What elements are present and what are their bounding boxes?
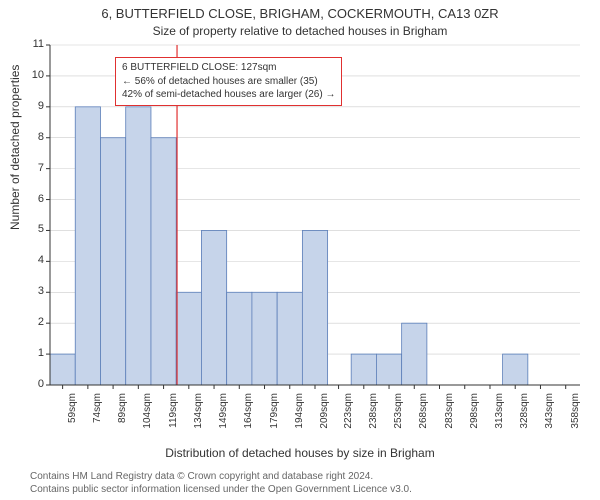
annotation-line2: ← 56% of detached houses are smaller (35… [122, 75, 335, 89]
x-tick-label: 253sqm [393, 393, 404, 437]
y-tick-label: 10 [24, 69, 44, 81]
x-tick-label: 343sqm [544, 393, 555, 437]
footer-attribution: Contains HM Land Registry data © Crown c… [30, 470, 412, 496]
x-tick-label: 179sqm [269, 393, 280, 437]
x-tick-label: 164sqm [243, 393, 254, 437]
plot-area: 6 BUTTERFIELD CLOSE: 127sqm ← 56% of det… [50, 45, 580, 385]
x-tick-label: 119sqm [168, 393, 179, 437]
x-tick-label: 298sqm [469, 393, 480, 437]
x-tick-label: 104sqm [142, 393, 153, 437]
y-tick-label: 11 [24, 38, 44, 50]
y-axis-label: Number of detached properties [8, 65, 22, 230]
x-axis-label: Distribution of detached houses by size … [0, 446, 600, 460]
y-tick-label: 0 [24, 378, 44, 390]
y-tick-label: 9 [24, 100, 44, 112]
x-tick-label: 313sqm [494, 393, 505, 437]
x-tick-label: 89sqm [117, 393, 128, 437]
annotation-box: 6 BUTTERFIELD CLOSE: 127sqm ← 56% of det… [115, 57, 342, 106]
chart-container: { "title_line1": "6, BUTTERFIELD CLOSE, … [0, 0, 600, 500]
x-tick-label: 134sqm [193, 393, 204, 437]
footer-line2: Contains public sector information licen… [30, 483, 412, 496]
y-tick-label: 5 [24, 223, 44, 235]
x-tick-label: 74sqm [92, 393, 103, 437]
y-tick-label: 3 [24, 285, 44, 297]
x-tick-label: 59sqm [67, 393, 78, 437]
annotation-line3: 42% of semi-detached houses are larger (… [122, 88, 335, 102]
y-tick-label: 6 [24, 193, 44, 205]
footer-line1: Contains HM Land Registry data © Crown c… [30, 470, 412, 483]
x-tick-label: 328sqm [519, 393, 530, 437]
x-tick-label: 223sqm [343, 393, 354, 437]
x-tick-label: 149sqm [218, 393, 229, 437]
x-tick-label: 268sqm [418, 393, 429, 437]
x-tick-label: 194sqm [294, 393, 305, 437]
x-tick-label: 283sqm [444, 393, 455, 437]
y-tick-label: 8 [24, 131, 44, 143]
x-tick-label: 238sqm [368, 393, 379, 437]
y-tick-label: 2 [24, 316, 44, 328]
y-tick-label: 7 [24, 162, 44, 174]
y-tick-label: 4 [24, 254, 44, 266]
x-tick-label: 209sqm [319, 393, 330, 437]
chart-title-line1: 6, BUTTERFIELD CLOSE, BRIGHAM, COCKERMOU… [0, 6, 600, 21]
x-tick-label: 358sqm [570, 393, 581, 437]
annotation-line1: 6 BUTTERFIELD CLOSE: 127sqm [122, 61, 335, 75]
chart-title-line2: Size of property relative to detached ho… [0, 24, 600, 38]
y-tick-label: 1 [24, 347, 44, 359]
